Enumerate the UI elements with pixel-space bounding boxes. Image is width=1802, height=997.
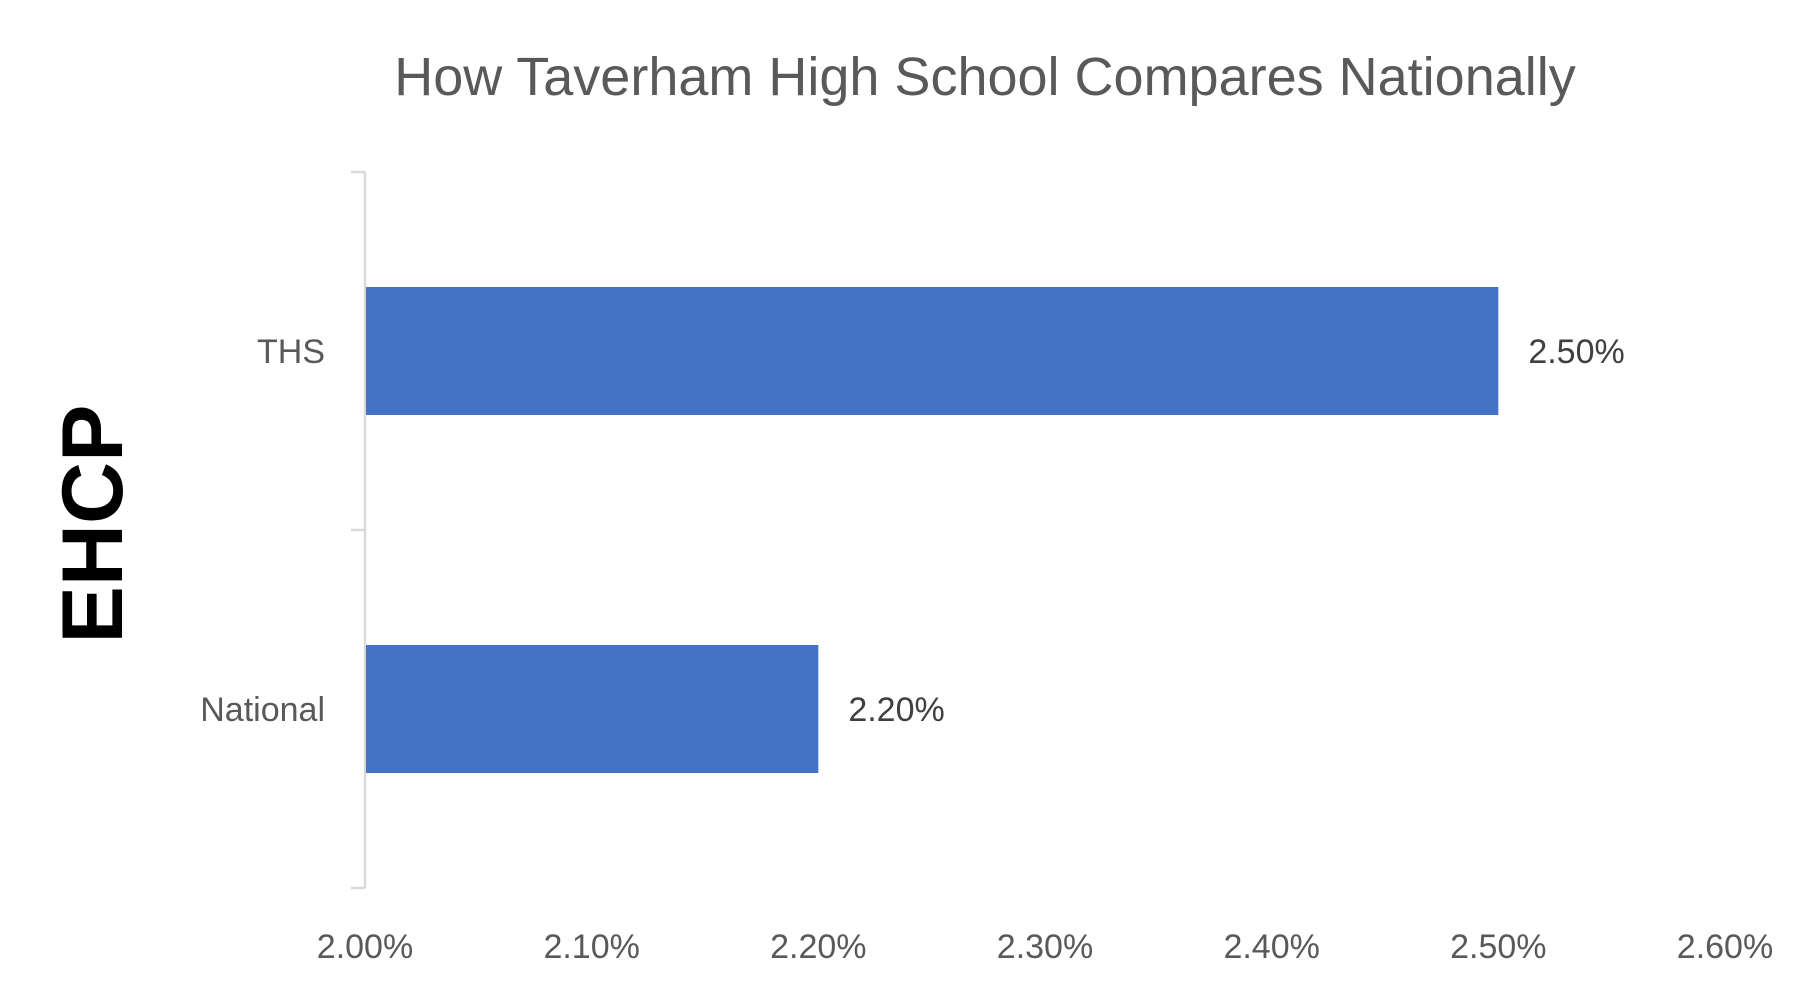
bar-national <box>366 645 819 773</box>
labels-layer: 2.00% 2.10% 2.20% 2.30% 2.40% 2.50% 2.60% THS 2.… <box>200 333 1773 966</box>
axis-layer <box>351 170 367 890</box>
x-tick-label: 2.30% <box>997 928 1093 966</box>
data-label: 2.20% <box>848 691 944 729</box>
x-tick-label: 2.20% <box>770 928 866 966</box>
bars-layer <box>366 287 1499 773</box>
x-tick-label: 2.50% <box>1450 928 1546 966</box>
bar-ths <box>366 287 1499 415</box>
chart-title: How Taverham High School Compares Nation… <box>394 47 1576 107</box>
data-label: 2.50% <box>1528 333 1624 371</box>
category-label: National <box>200 691 325 729</box>
x-tick-label: 2.00% <box>317 928 413 966</box>
y-axis-label: EHCP <box>45 405 141 644</box>
x-tick-label: 2.10% <box>543 928 639 966</box>
x-tick-label: 2.40% <box>1223 928 1319 966</box>
x-tick-label: 2.60% <box>1677 928 1773 966</box>
category-label: THS <box>257 333 325 371</box>
